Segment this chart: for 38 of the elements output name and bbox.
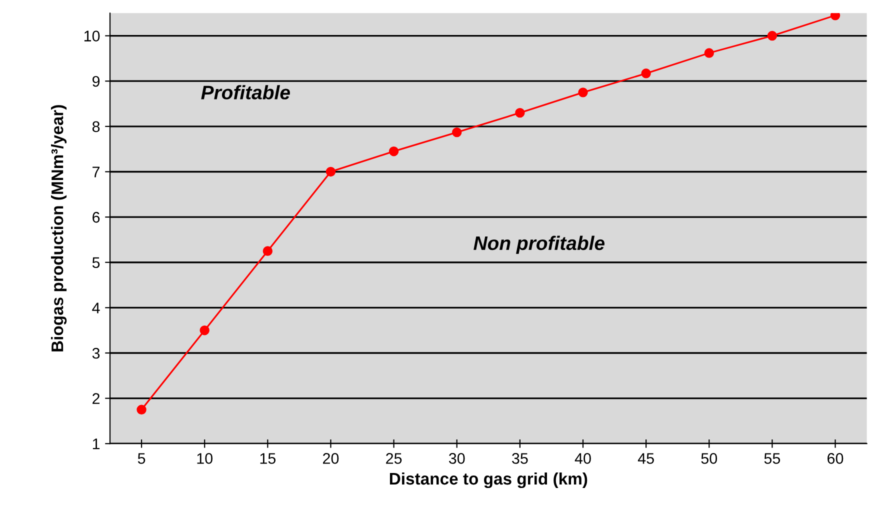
x-tick-label: 5 xyxy=(138,453,146,464)
point xyxy=(767,30,778,41)
y-tick-label: 6 xyxy=(92,212,100,223)
y-tick-label: 4 xyxy=(92,302,100,314)
x-tick-label: 60 xyxy=(828,453,844,464)
point xyxy=(704,48,714,58)
y-tick-label: 10 xyxy=(84,30,100,42)
x-tick-label: 10 xyxy=(197,453,212,464)
y-tick-label: 3 xyxy=(92,348,100,359)
x-tick-label: 40 xyxy=(574,453,591,464)
point xyxy=(515,108,525,118)
y-tick-label: 2 xyxy=(92,393,100,404)
y-tick-label: 7 xyxy=(92,166,100,178)
x-tick-label: 20 xyxy=(323,453,339,464)
point xyxy=(641,68,651,78)
y-tick-label: 1 xyxy=(92,438,100,450)
point xyxy=(452,127,462,138)
x-tick-label: 30 xyxy=(448,453,465,464)
y-tick-label: 8 xyxy=(92,121,100,132)
y-tick-label: 5 xyxy=(92,257,100,268)
x-tick-label: 25 xyxy=(386,453,402,464)
annotation: Profitable xyxy=(201,85,290,100)
x-tick-label: 55 xyxy=(764,453,780,464)
point xyxy=(262,246,273,256)
point xyxy=(578,88,588,98)
x-axis-title: Distance to gas grid (km) xyxy=(390,472,588,488)
x-tick-label: 35 xyxy=(512,453,528,464)
point xyxy=(200,325,210,336)
y-tick-label: 9 xyxy=(92,76,100,87)
point xyxy=(830,13,840,20)
x-tick-label: 50 xyxy=(701,453,718,464)
y-axis-title: Biogas production (MNm³/year) xyxy=(51,105,67,352)
x-tick-label: 15 xyxy=(260,453,276,464)
x-tick-label: 45 xyxy=(638,453,654,464)
annotation: Non profitable xyxy=(474,236,605,254)
point xyxy=(388,146,399,156)
point xyxy=(326,166,336,177)
point xyxy=(136,404,146,414)
